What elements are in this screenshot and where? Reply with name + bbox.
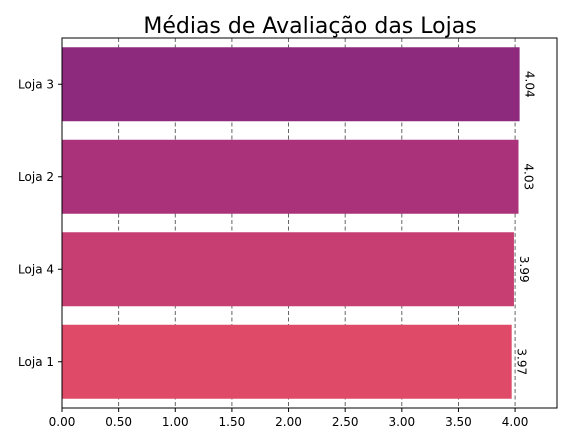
bar-loja-1 (62, 324, 512, 399)
x-tick-label: 0.00 (49, 415, 76, 429)
chart-title: Médias de Avaliação das Lojas (143, 14, 476, 39)
x-tick-label: 3.00 (388, 415, 415, 429)
x-tick-label: 4.00 (502, 415, 529, 429)
value-label: 3.97 (515, 348, 529, 375)
plot-frame (61, 37, 558, 409)
bars (62, 47, 520, 399)
bar-loja-4 (62, 232, 514, 307)
value-labels: 3.97 3.99 4.03 4.04 (515, 71, 537, 375)
y-tick-label: Loja 1 (18, 355, 54, 369)
y-axis-ticks: Loja 1 Loja 4 Loja 2 Loja 3 (18, 77, 62, 369)
x-tick-label: 0.50 (105, 415, 132, 429)
x-tick-label: 1.50 (219, 415, 246, 429)
y-tick-label: Loja 2 (18, 170, 54, 184)
x-tick-label: 2.00 (275, 415, 302, 429)
value-label: 4.03 (521, 163, 535, 190)
y-tick-label: Loja 4 (18, 262, 54, 276)
value-label: 3.99 (517, 256, 531, 283)
value-label: 4.04 (523, 71, 537, 98)
x-tick-label: 1.00 (162, 415, 189, 429)
bar-loja-3 (62, 47, 520, 122)
x-tick-label: 2.50 (332, 415, 359, 429)
y-tick-label: Loja 3 (18, 77, 54, 91)
x-axis-ticks: 0.00 0.50 1.00 1.50 2.00 2.50 3.00 3.50 4.00 (49, 408, 529, 429)
x-tick-label: 3.50 (445, 415, 472, 429)
bar-loja-2 (62, 139, 519, 214)
